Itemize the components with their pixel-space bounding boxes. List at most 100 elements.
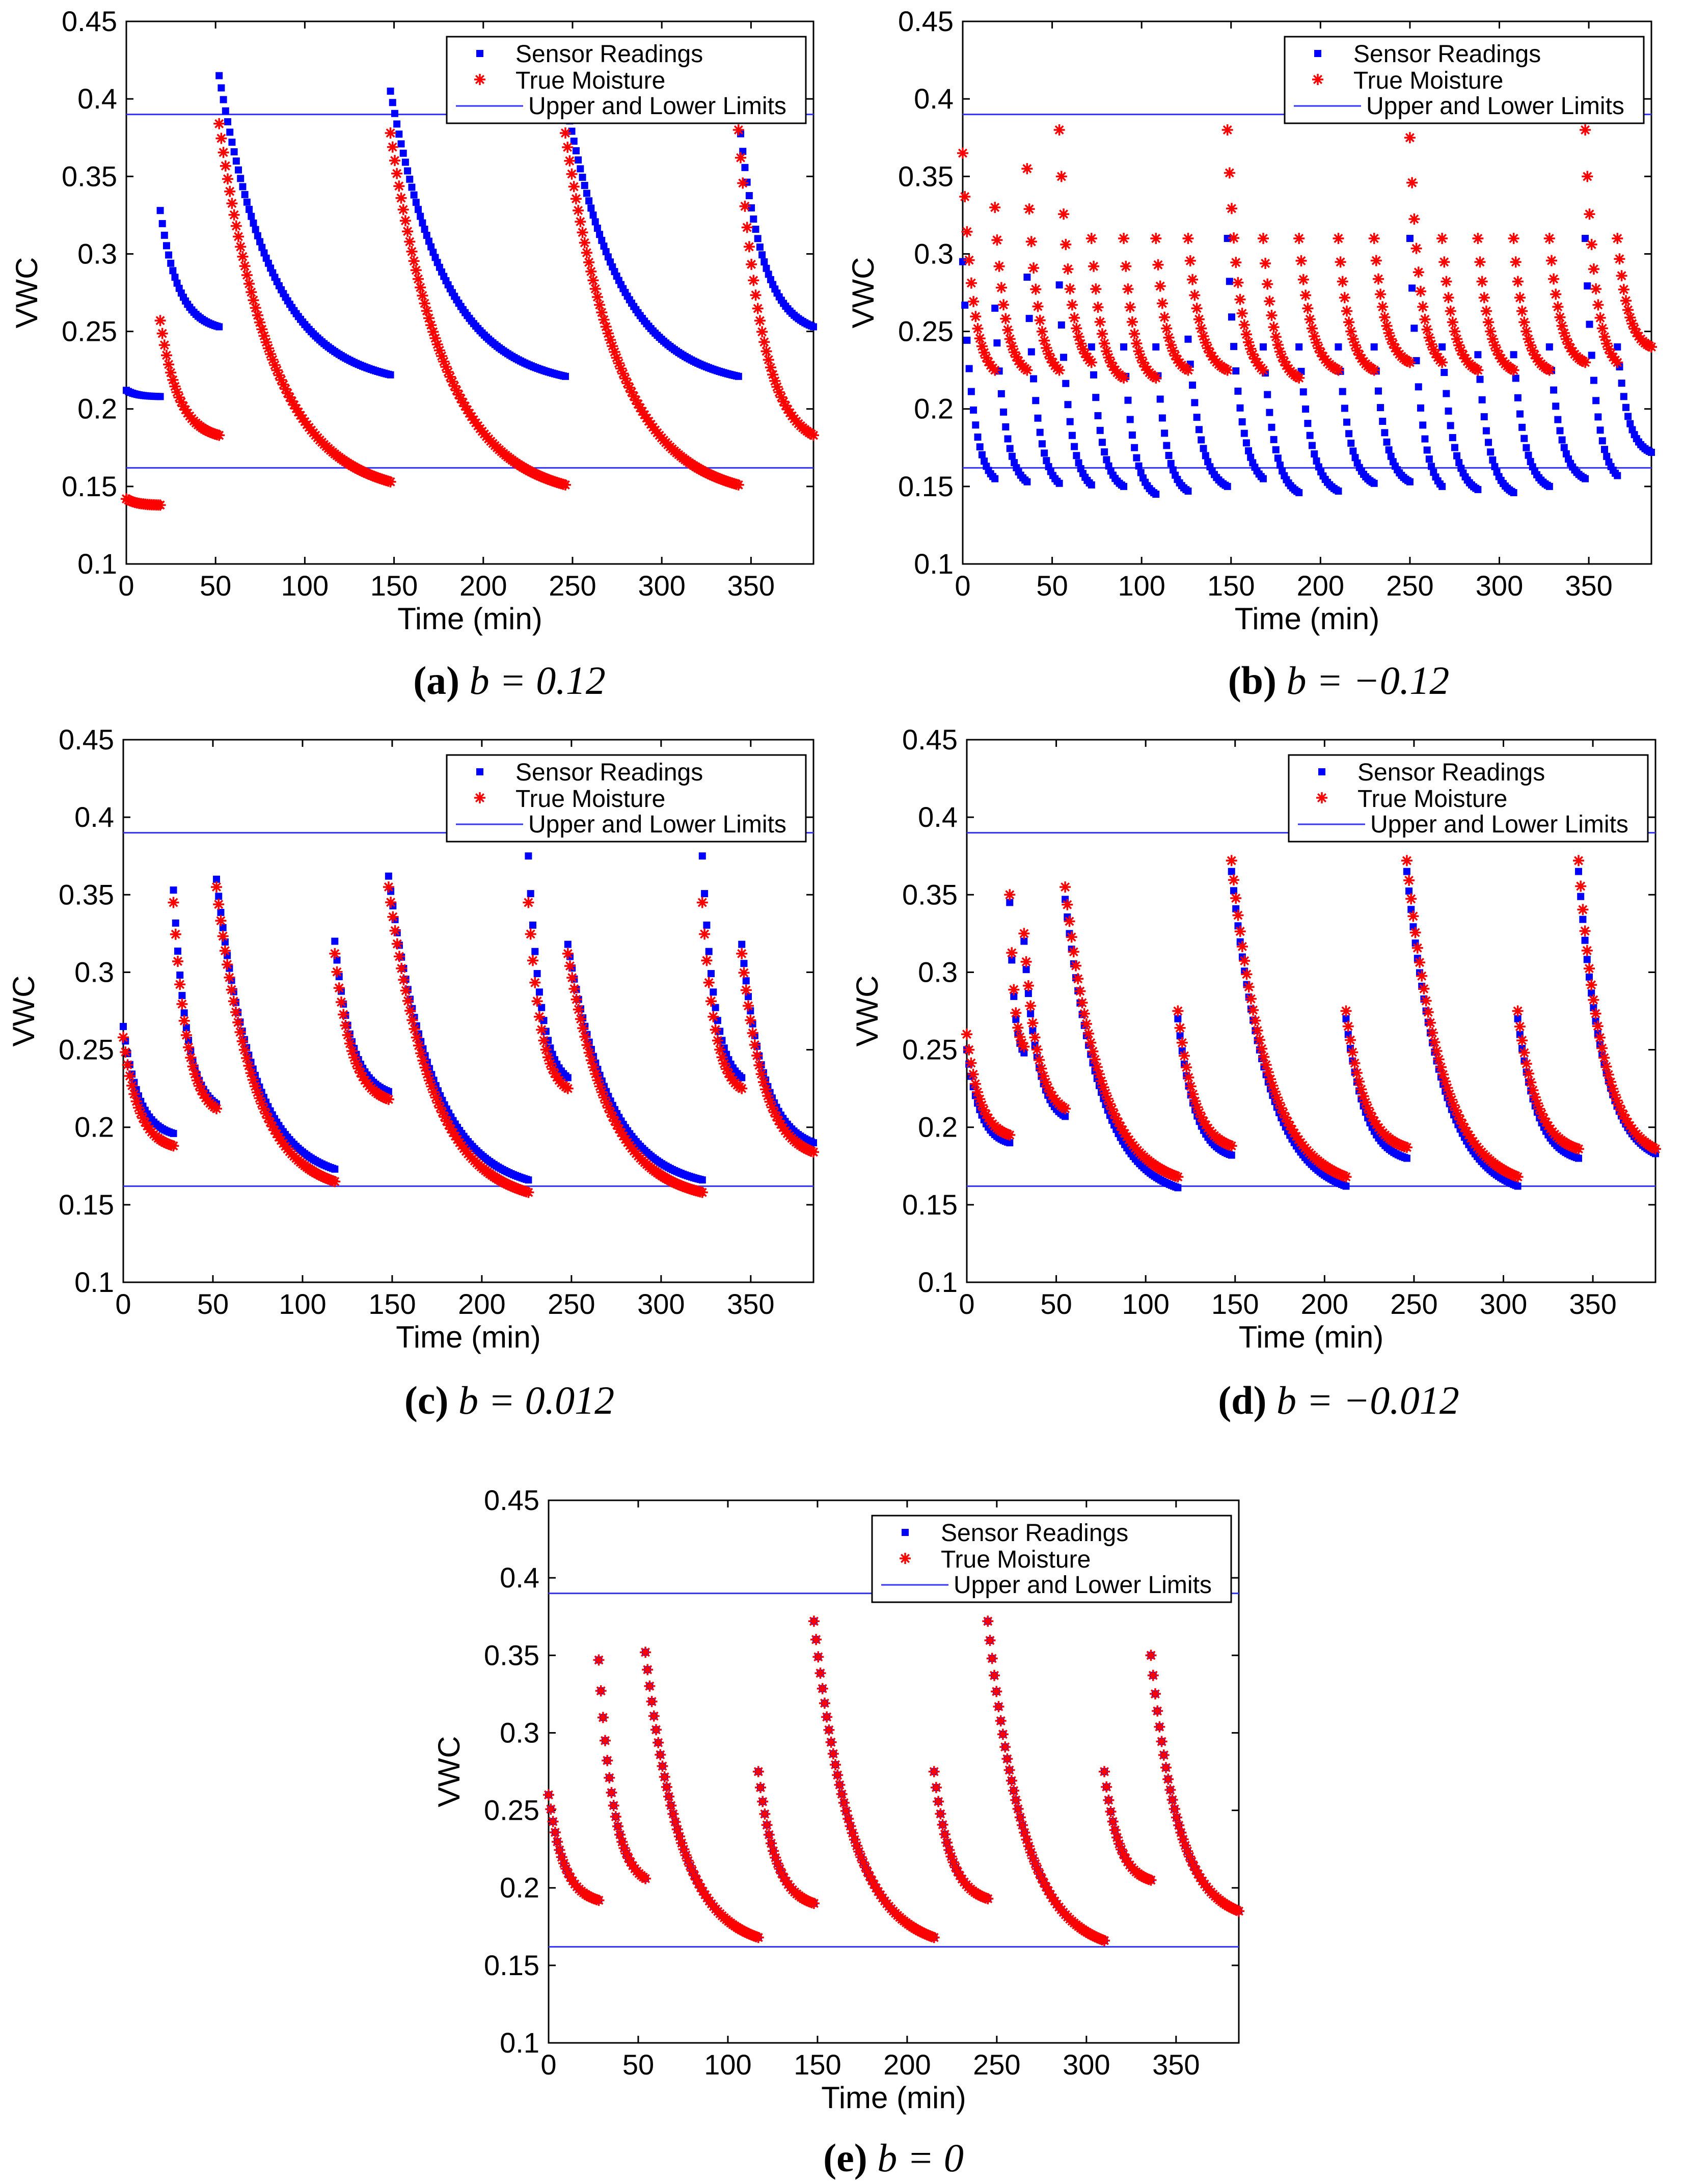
data-point-sensor <box>1405 887 1413 895</box>
data-point-true <box>355 1067 366 1078</box>
data-point-true <box>560 1863 572 1874</box>
data-point-true <box>1245 343 1257 355</box>
data-point-true <box>714 1044 726 1056</box>
data-point-true <box>961 226 973 237</box>
x-tick-label: 250 <box>1390 1288 1437 1320</box>
data-point-true <box>1232 909 1244 921</box>
data-point-true <box>453 389 465 400</box>
data-point-true <box>868 1878 880 1890</box>
data-point-true <box>169 381 181 392</box>
data-point-true <box>329 1176 341 1188</box>
data-point-true <box>1616 270 1627 282</box>
x-tick-label: 350 <box>727 1288 774 1320</box>
data-point-sensor <box>1377 404 1384 412</box>
data-point-true <box>1238 319 1250 331</box>
data-point-true <box>808 1898 820 1909</box>
data-point-true <box>1226 1140 1237 1152</box>
data-point-true <box>1543 364 1555 376</box>
y-tick-label: 0.2 <box>500 1872 539 1904</box>
data-point-true <box>611 1119 623 1131</box>
data-point-true <box>1485 326 1497 337</box>
data-point-true <box>981 352 992 364</box>
data-point-true <box>1342 1020 1354 1032</box>
y-tick-label: 0.15 <box>902 1189 958 1221</box>
data-point-true <box>226 198 238 209</box>
data-point-sensor <box>760 258 768 266</box>
data-point-true <box>862 1866 874 1878</box>
x-tick-label: 150 <box>794 2048 841 2081</box>
data-point-true <box>1529 349 1540 361</box>
series-true-moisture <box>118 881 819 1198</box>
data-point-true <box>278 379 289 390</box>
data-point-sensor <box>215 323 223 331</box>
data-point-sensor <box>1295 489 1303 497</box>
data-point-true <box>757 1796 769 1808</box>
data-point-sensor <box>156 393 164 400</box>
data-point-true <box>615 363 627 374</box>
data-point-true <box>395 192 407 204</box>
data-point-true <box>1019 1827 1030 1839</box>
data-point-true <box>1529 1091 1541 1103</box>
data-point-true <box>1087 1045 1099 1057</box>
panel-caption-space <box>1276 658 1287 703</box>
data-point-sensor <box>1012 1016 1020 1023</box>
data-point-sensor <box>1514 1015 1522 1022</box>
data-point-true <box>597 1712 609 1723</box>
data-point-true <box>1189 289 1201 301</box>
data-point-true <box>866 1875 878 1886</box>
data-point-true <box>764 1096 776 1108</box>
data-point-true <box>262 342 274 354</box>
data-point-sensor <box>1455 459 1463 467</box>
data-point-sensor <box>1198 436 1205 444</box>
data-point-true <box>1592 299 1604 311</box>
data-point-sensor <box>1370 343 1378 350</box>
data-point-true <box>1437 1069 1449 1081</box>
data-point-true <box>137 1112 149 1124</box>
data-point-sensor <box>1193 414 1201 421</box>
data-point-true <box>1487 333 1499 345</box>
data-point-true <box>605 1107 616 1118</box>
data-point-true <box>1284 1120 1296 1131</box>
data-point-sensor <box>1425 455 1433 463</box>
data-point-true <box>930 1782 942 1793</box>
y-tick-label: 0.2 <box>74 1111 114 1143</box>
data-point-sensor <box>1306 432 1314 439</box>
data-point-sensor <box>1428 463 1435 470</box>
y-tick-label: 0.15 <box>62 470 117 502</box>
panel-caption-letter: (e) <box>823 2136 867 2180</box>
data-point-true <box>128 1088 140 1100</box>
data-point-sensor <box>1024 990 1032 997</box>
data-point-true <box>215 915 227 927</box>
data-point-true <box>1442 1082 1453 1094</box>
data-point-sensor <box>1403 1154 1410 1162</box>
data-point-true <box>1411 942 1423 954</box>
data-point-true <box>1333 233 1344 244</box>
data-point-sensor <box>1582 475 1589 482</box>
data-point-true <box>1512 1005 1524 1017</box>
data-point-true <box>1187 1088 1199 1100</box>
data-point-true <box>174 979 186 990</box>
data-point-true <box>357 1071 369 1083</box>
data-point-true <box>1075 338 1087 349</box>
data-point-sensor <box>222 107 229 115</box>
data-point-true <box>1620 1113 1632 1124</box>
data-point-true <box>1182 233 1194 244</box>
data-point-true <box>756 326 768 338</box>
data-point-sensor <box>178 992 186 1000</box>
data-point-true <box>1018 1041 1030 1053</box>
data-point-true <box>762 1090 774 1102</box>
data-point-true <box>406 246 418 257</box>
data-point-sensor <box>1167 460 1175 467</box>
data-point-sensor <box>120 1022 127 1030</box>
data-point-true <box>1451 333 1463 345</box>
data-point-true <box>1145 1874 1157 1886</box>
data-point-true <box>168 1140 179 1152</box>
data-point-true <box>280 383 291 395</box>
data-point-true <box>1518 1047 1530 1059</box>
y-tick-label: 0.15 <box>484 1949 539 1981</box>
data-point-sensor <box>561 372 569 380</box>
data-point-true <box>943 1844 955 1856</box>
data-point-true <box>604 1772 615 1784</box>
data-point-true <box>780 400 792 412</box>
data-point-true <box>218 147 229 158</box>
